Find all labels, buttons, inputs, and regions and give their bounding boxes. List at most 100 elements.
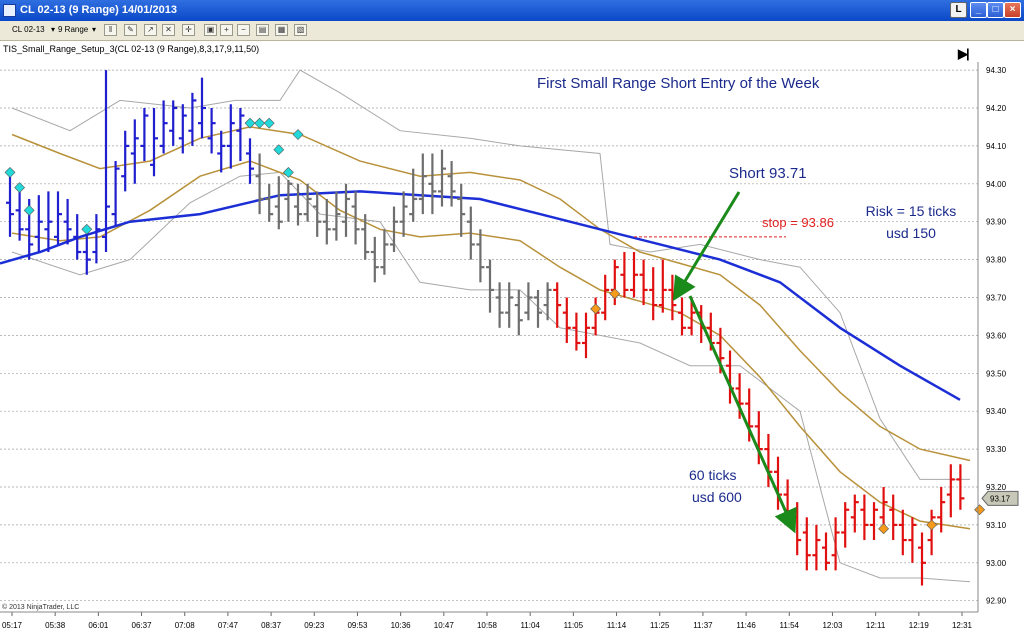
price-bar — [418, 153, 427, 215]
price-bar — [831, 517, 840, 571]
chart-toolbar: CL 02-13 ▾ 9 Range ▾ ‖ ✎ ↗ ✕ ✛ ▣ + − ▤ ▦… — [0, 21, 1024, 41]
x-tick-label: 10:36 — [391, 621, 412, 630]
copyright-text: © 2013 NinjaTrader, LLC — [2, 604, 80, 611]
indicator-label: TIS_Small_Range_Setup_3(CL 02-13 (9 Rang… — [3, 44, 260, 54]
crosshair-icon[interactable]: ✛ — [182, 24, 195, 36]
signal-diamond-cyan — [282, 167, 294, 178]
signal-diamond-orange — [590, 303, 602, 315]
drawing-tool-icon[interactable]: ✎ — [124, 24, 137, 36]
price-bar — [505, 282, 514, 328]
price-bar — [908, 517, 917, 563]
price-bar — [15, 191, 24, 241]
instrument-selector[interactable]: CL 02-13 — [12, 25, 45, 34]
y-tick-label: 94.00 — [986, 180, 1007, 189]
x-tick-label: 11:37 — [693, 621, 713, 630]
risk-usd-label: usd 150 — [886, 225, 936, 241]
last-price-label: 93.17 — [990, 494, 1011, 503]
price-bar — [73, 214, 82, 260]
slow-moving-average-line — [0, 190, 961, 401]
chart-trader-icon[interactable]: ↗ — [144, 24, 157, 36]
price-bar — [495, 282, 504, 328]
price-bar — [572, 312, 581, 351]
bar-style-icon[interactable]: ‖ — [104, 24, 117, 36]
x-tick-label: 06:01 — [88, 621, 109, 630]
price-bar — [188, 92, 197, 146]
price-bar — [409, 168, 418, 222]
price-bar — [332, 191, 341, 241]
y-tick-label: 93.00 — [986, 559, 1007, 568]
remove-drawing-icon[interactable]: ✕ — [162, 24, 175, 36]
x-tick-label: 12:31 — [952, 621, 973, 630]
price-bar — [850, 494, 859, 533]
price-bar — [102, 70, 110, 253]
minimize-icon[interactable]: _ — [970, 2, 987, 18]
price-bar — [486, 259, 494, 313]
lower-band-line — [11, 160, 971, 530]
period-dropdown-icon[interactable]: ▾ — [92, 25, 97, 34]
x-tick-label: 10:58 — [477, 621, 498, 630]
signal-diamond-cyan — [81, 223, 93, 235]
zoom-in-icon[interactable]: + — [220, 24, 233, 36]
signal-diamond-cyan — [263, 117, 275, 129]
x-tick-label: 05:38 — [45, 621, 66, 630]
price-bar — [130, 119, 139, 184]
y-tick-label: 94.20 — [986, 104, 1007, 113]
x-tick-label: 11:14 — [607, 621, 627, 630]
price-bar — [889, 494, 898, 541]
strategy-icon[interactable]: ▦ — [275, 24, 288, 36]
price-bar — [294, 183, 302, 226]
signal-diamond-cyan — [292, 129, 304, 140]
y-tick-label: 93.20 — [986, 483, 1007, 492]
price-bar — [217, 130, 226, 173]
close-icon[interactable]: × — [1004, 2, 1021, 18]
price-bar — [860, 494, 869, 541]
x-tick-label: 07:47 — [218, 621, 239, 630]
x-tick-label: 06:37 — [132, 621, 153, 630]
data-box-icon[interactable]: ▣ — [204, 24, 217, 36]
price-bar — [284, 180, 293, 222]
lock-button[interactable]: L — [950, 2, 967, 18]
signal-diamond-orange — [609, 288, 621, 300]
price-bar — [562, 297, 571, 343]
price-bar — [236, 108, 245, 162]
price-bar — [956, 464, 965, 510]
signal-diamond-cyan — [244, 117, 256, 129]
price-bar — [351, 191, 360, 245]
price-bar — [582, 312, 590, 359]
properties-icon[interactable]: ▤ — [256, 24, 269, 36]
price-bar — [390, 206, 398, 253]
price-bar — [226, 104, 235, 169]
window-title: CL 02-13 (9 Range) 14/01/2013 — [20, 4, 177, 16]
price-bar — [870, 502, 878, 541]
x-tick-label: 11:05 — [564, 621, 584, 630]
maximize-icon[interactable]: □ — [987, 2, 1004, 18]
last-price-tag — [981, 490, 1019, 506]
price-bar — [524, 282, 533, 321]
x-tick-label: 11:25 — [650, 621, 670, 630]
x-tick-label: 08:37 — [261, 621, 282, 630]
price-bar — [812, 524, 821, 571]
app-icon — [3, 4, 16, 17]
price-bar — [6, 168, 14, 237]
price-bar — [361, 214, 370, 260]
price-bar — [82, 229, 91, 275]
price-bar — [399, 191, 408, 237]
price-bar — [476, 229, 485, 283]
price-bar — [34, 195, 43, 253]
y-tick-label: 94.30 — [986, 66, 1007, 75]
price-bar — [207, 108, 216, 154]
y-tick-label: 94.10 — [986, 142, 1007, 151]
instrument-dropdown-icon[interactable]: ▾ — [51, 25, 56, 34]
y-tick-label: 93.40 — [986, 407, 1007, 416]
y-tick-label: 93.80 — [986, 256, 1007, 265]
price-bar — [649, 267, 658, 321]
period-selector[interactable]: 9 Range — [58, 25, 89, 34]
scroll-to-end-icon[interactable]: ▶| — [958, 46, 970, 61]
price-bar — [150, 108, 158, 177]
price-bar — [514, 289, 523, 336]
zoom-out-icon[interactable]: − — [237, 24, 250, 36]
indicators-icon[interactable]: ▧ — [294, 24, 307, 36]
profit-usd-label: usd 600 — [692, 489, 742, 505]
price-bar — [380, 229, 389, 275]
